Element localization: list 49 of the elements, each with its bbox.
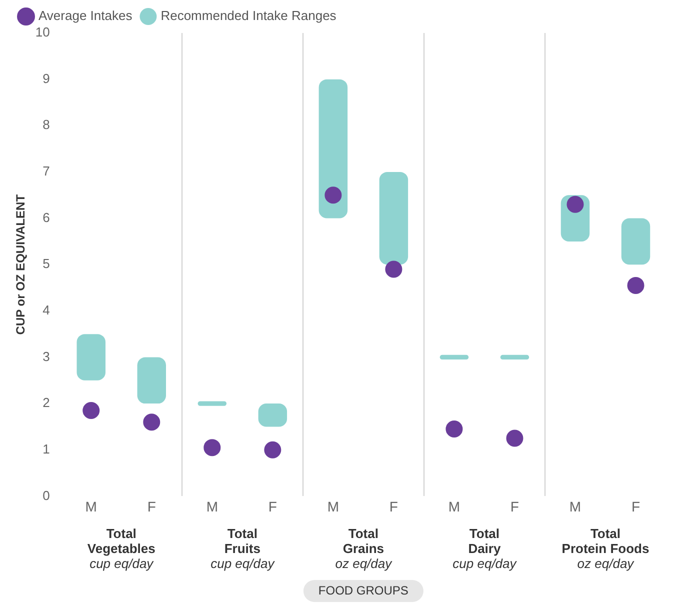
bar <box>500 354 530 360</box>
text: Total Dairy <box>468 526 502 556</box>
y-tick-label: 4 <box>42 302 50 318</box>
text: cup eq/day <box>90 556 155 571</box>
point <box>143 414 160 431</box>
point <box>82 402 100 420</box>
text: FOOD GROUPS <box>318 583 408 598</box>
y-tick-label: 9 <box>42 70 50 86</box>
point <box>506 430 524 447</box>
point <box>627 276 644 294</box>
bar <box>198 401 227 406</box>
point <box>566 196 584 213</box>
point <box>264 441 282 458</box>
point <box>204 439 221 456</box>
x-tick-label: M <box>85 498 97 514</box>
legend-label: Recommended Intake Ranges <box>160 8 337 24</box>
x-tick-label: F <box>510 498 519 514</box>
y-tick-label: 0 <box>42 488 50 503</box>
bar <box>318 79 348 218</box>
x-tick-label: M <box>448 498 460 514</box>
bar <box>621 218 650 265</box>
text: oz eq/day <box>335 556 394 571</box>
x-tick-label: M <box>206 498 218 514</box>
x-tick-label: M <box>327 498 340 514</box>
point <box>385 260 402 278</box>
point <box>324 186 342 204</box>
y-tick-label: 6 <box>42 210 50 225</box>
y-axis-title: CUP or OZ EQUIVALENT <box>14 194 28 335</box>
x-tick-label: F <box>268 498 277 514</box>
y-tick-label: 5 <box>42 256 50 272</box>
y-tick-label: 7 <box>42 164 50 179</box>
x-tick-label: F <box>631 498 640 514</box>
bar <box>379 172 408 265</box>
y-tick-label: 3 <box>42 348 50 364</box>
text: cup eq/day <box>210 556 276 571</box>
bar <box>440 354 469 360</box>
y-tick-label: 1 <box>42 441 50 456</box>
bar <box>137 357 166 404</box>
x-tick-label: F <box>389 498 398 514</box>
y-tick-label: 10 <box>35 24 50 40</box>
text: oz eq/day <box>577 556 636 571</box>
y-tick-label: 2 <box>42 395 50 410</box>
x-tick-label: F <box>147 498 156 514</box>
x-tick-label: M <box>569 498 582 514</box>
text: cup eq/day <box>452 556 518 571</box>
point <box>446 420 463 438</box>
bar <box>76 334 106 380</box>
y-tick-label: 8 <box>42 117 50 132</box>
legend-label: Average Intakes <box>38 8 133 24</box>
